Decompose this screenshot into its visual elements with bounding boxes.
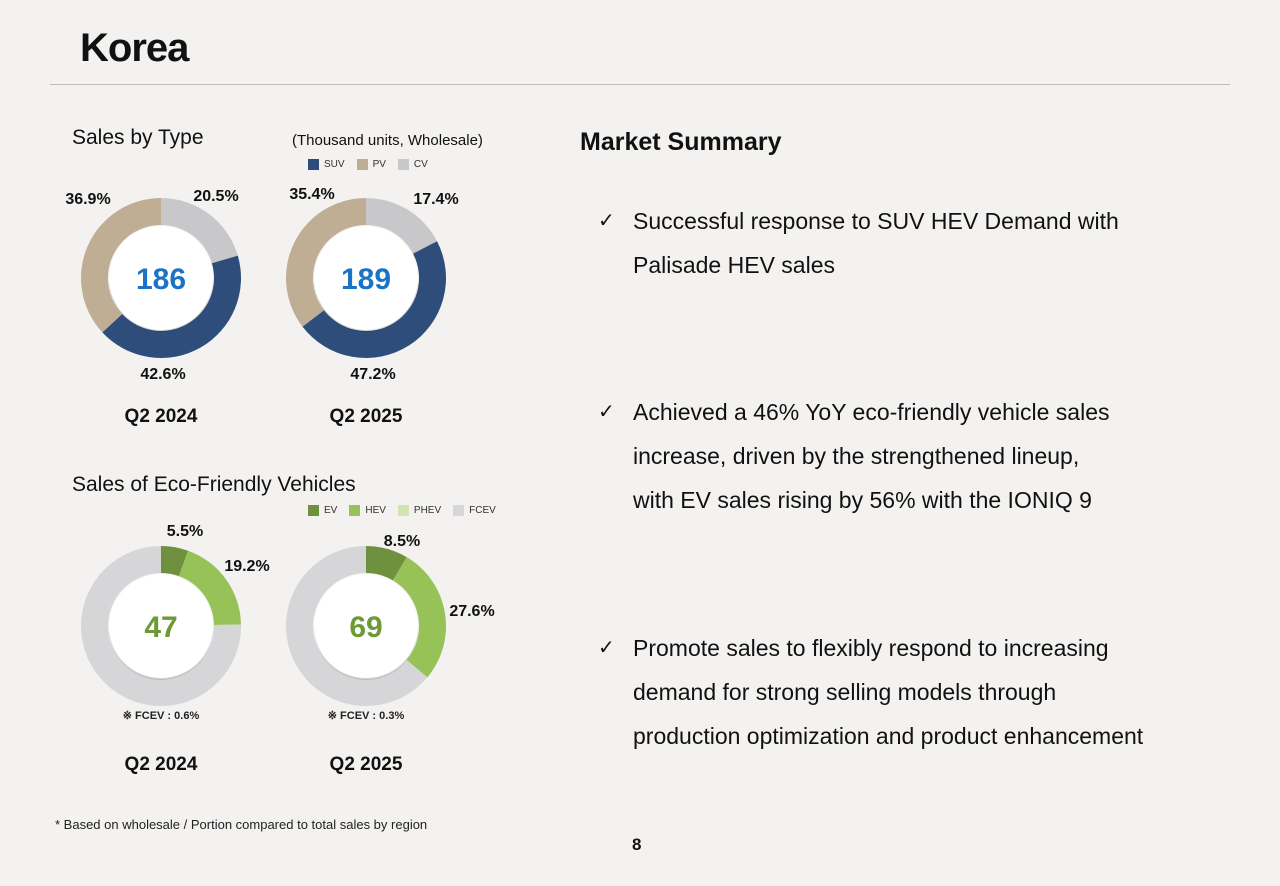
legend-fcev-label: FCEV xyxy=(469,505,496,516)
donut-center-3 xyxy=(314,574,418,678)
slice-label-pv-0: 36.9% xyxy=(65,191,110,208)
slice-label-suv-0: 42.6% xyxy=(140,366,185,383)
legend-phev-label: PHEV xyxy=(413,505,442,516)
slice-other-3 xyxy=(285,546,428,706)
legend-fcev: FCEV xyxy=(453,505,496,516)
donut-center-2 xyxy=(109,574,213,678)
slice-hev-3 xyxy=(392,557,447,678)
legend-fcev-swatch xyxy=(453,505,465,516)
legend-pv-swatch xyxy=(356,159,368,170)
slice-label-suv-1: 47.2% xyxy=(350,366,395,383)
title-divider xyxy=(50,84,1230,85)
page-number: 8 xyxy=(632,835,642,854)
fcev-note-2025: ※ FCEV : 0.3% xyxy=(327,710,405,722)
fcev-note-2024: ※ FCEV : 0.6% xyxy=(122,710,200,722)
check-icon: ✓ xyxy=(598,637,615,659)
market-summary-title: Market Summary xyxy=(580,128,782,156)
summary-bullet-text: Successful response to SUV HEV Demand wi… xyxy=(633,208,1119,278)
legend-hev-swatch xyxy=(349,505,361,516)
slice-suv-1 xyxy=(302,241,446,358)
summary-bullet-3: ✓ Promote sales to flexibly respond to i… xyxy=(598,626,1143,758)
slice-label-ev-3: 8.5% xyxy=(384,533,420,550)
page-title: Korea xyxy=(80,26,189,70)
slice-ev-3 xyxy=(366,546,407,581)
type-legend: SUV PV CV xyxy=(308,159,428,170)
donut-total-3: 69 xyxy=(349,611,382,644)
unit-note: (Thousand units, Wholesale) xyxy=(292,132,483,149)
check-icon: ✓ xyxy=(598,210,615,232)
donut-total-2: 47 xyxy=(144,611,177,644)
legend-suv-swatch xyxy=(308,159,319,170)
summary-bullet-2: ✓ Achieved a 46% YoY eco-friendly vehicl… xyxy=(598,390,1110,522)
eco-legend: EV HEV PHEV FCEV xyxy=(308,505,496,516)
donut-charts: 20.5% 42.6% 36.9% 186 17.4% 47.2% 35.4% 189 5.5%… xyxy=(65,186,495,706)
slice-pv-0 xyxy=(81,198,161,333)
period-label-eco-2024: Q2 2024 xyxy=(124,754,198,775)
slice-ev-2 xyxy=(161,546,189,577)
period-label-eco-2025: Q2 2025 xyxy=(329,754,403,775)
slice-suv-0 xyxy=(102,255,242,359)
summary-bullet-text: Promote sales to flexibly respond to inc… xyxy=(633,635,1144,749)
legend-phev-swatch xyxy=(397,505,409,516)
legend-suv-label: SUV xyxy=(324,159,345,170)
legend-cv-label: CV xyxy=(413,159,428,170)
slice-pv-1 xyxy=(286,198,366,327)
donut-center-1 xyxy=(314,226,418,330)
legend-phev: PHEV xyxy=(397,505,442,516)
slice-label-hev-2: 19.2% xyxy=(224,558,269,575)
eco-sales-title: Sales of Eco-Friendly Vehicles xyxy=(72,473,356,496)
legend-ev: EV xyxy=(308,505,337,516)
footnote: * Based on wholesale / Portion compared … xyxy=(55,817,428,832)
slice-label-hev-3: 27.6% xyxy=(449,603,494,620)
legend-ev-swatch xyxy=(308,505,319,516)
sales-by-type-title: Sales by Type xyxy=(72,126,204,149)
legend-ev-label: EV xyxy=(324,505,338,516)
slice-label-pv-1: 35.4% xyxy=(289,186,334,203)
slice-label-cv-0: 20.5% xyxy=(193,188,238,205)
donut-total-0: 186 xyxy=(136,263,186,296)
legend-hev-label: HEV xyxy=(365,505,386,516)
legend-pv: PV xyxy=(356,159,386,170)
donut-center-0 xyxy=(109,226,213,330)
legend-suv: SUV xyxy=(308,159,345,170)
slice-other-2 xyxy=(81,546,242,706)
slice-hev-2 xyxy=(178,550,241,626)
slice-label-cv-1: 17.4% xyxy=(413,191,458,208)
legend-hev: HEV xyxy=(349,505,386,516)
summary-bullet-1: ✓ Successful response to SUV HEV Demand … xyxy=(598,199,1119,287)
legend-pv-label: PV xyxy=(372,159,386,170)
donut-total-1: 189 xyxy=(341,263,391,296)
summary-bullet-text: Achieved a 46% YoY eco-friendly vehicle … xyxy=(633,399,1110,513)
slice-label-ev-2: 5.5% xyxy=(167,523,203,540)
legend-cv-swatch xyxy=(397,159,409,170)
legend-cv: CV xyxy=(397,159,428,170)
period-label-type-2024: Q2 2024 xyxy=(124,406,198,427)
period-label-type-2025: Q2 2025 xyxy=(329,406,403,427)
check-icon: ✓ xyxy=(598,401,615,423)
slice-cv-1 xyxy=(366,198,438,254)
slice-cv-0 xyxy=(161,198,238,264)
